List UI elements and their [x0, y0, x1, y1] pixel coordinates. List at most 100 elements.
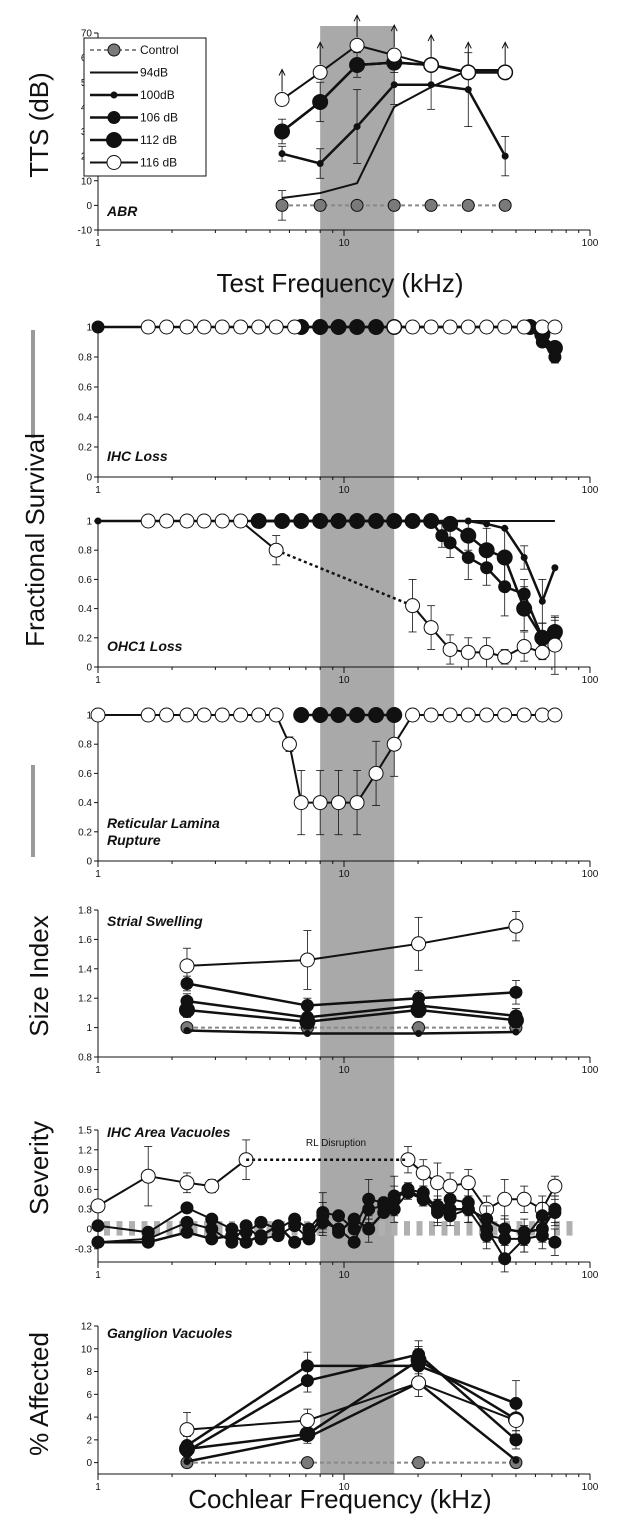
ganglion-d112-line: [186, 1358, 517, 1451]
ihc-d116-point-14: [479, 319, 495, 335]
rl-d116-point-6: [233, 707, 249, 723]
ihcv-d106-point-17: [416, 1192, 430, 1206]
ihc-d116-point-9: [386, 319, 402, 335]
ganglion-xtick-label-100: 100: [582, 1482, 599, 1493]
strial-xtick-label-100: 100: [582, 1065, 599, 1076]
abr-control-point-3: [387, 198, 401, 212]
rl-d116-point-20: [479, 707, 495, 723]
ihcv-d106-point-25: [548, 1202, 562, 1216]
ihc-d116-point-2: [179, 319, 195, 335]
strial-ytick-label-3: 1.4: [78, 964, 92, 975]
ihcv-d106-point-2: [180, 1225, 194, 1239]
ganglion-ytick-label-5: 10: [81, 1344, 93, 1355]
rl-xtick-label-100: 100: [582, 869, 599, 880]
abr-ytick-label-2: 10: [81, 176, 93, 187]
abr-legend-marker-d100: [110, 91, 118, 99]
rl-d116-point-12: [331, 795, 347, 811]
ihc-d116-point-1: [159, 319, 175, 335]
abr-control-point-0: [275, 198, 289, 212]
ohc1-ytick-label-2: 0.4: [78, 604, 92, 615]
abr-d100-point-2: [353, 123, 361, 131]
ohc1-d116-point-9: [442, 641, 458, 657]
ganglion-d106b-point-1: [300, 1374, 314, 1388]
ihcv-d112a-point-0: [91, 1219, 105, 1233]
rl-d116-point-19: [460, 707, 476, 723]
rl-d116-point-7: [251, 707, 267, 723]
ohc1-d100-point-0: [94, 517, 102, 525]
ihc-d116-point-18: [547, 319, 563, 335]
rl-d112-point-1: [312, 707, 329, 723]
ihcv-d106-point-5: [239, 1235, 253, 1249]
abr-d116-point-6: [497, 64, 513, 80]
ihcv-control-band-stripe: [466, 1221, 473, 1236]
abr-d116-point-3: [386, 47, 402, 63]
abr-ytick-label-8: 70: [81, 29, 93, 40]
strial-d106a-point-3: [509, 985, 523, 999]
ganglion-xtick-label-1: 1: [95, 1482, 101, 1493]
ihc-ytick-label-5: 1: [86, 323, 92, 334]
ohc1-d116-dashed-line: [275, 549, 414, 607]
rl-d116-point-9: [281, 736, 297, 752]
rl-d116-point-3: [179, 707, 195, 723]
ihcv-d106-point-1: [141, 1235, 155, 1249]
ohc1-d116-point-11: [479, 644, 495, 660]
ihcv-d106-point-6: [254, 1229, 268, 1243]
abr-arrow-head-5: [464, 41, 472, 49]
ihcv-d106-point-8: [288, 1235, 302, 1249]
ohc1-ytick-label-3: 0.6: [78, 575, 92, 586]
ohc1-d116-point-2: [179, 513, 195, 529]
abr-legend-label-d116: 116 dB: [140, 156, 177, 170]
strial-d116-point-1: [299, 952, 315, 968]
ihcv-d106-point-22: [498, 1222, 512, 1236]
rl-d116-point-1: [140, 707, 156, 723]
ganglion-d116-line: [186, 1381, 517, 1431]
strial-d112-point-1: [299, 1013, 316, 1030]
rl-xtick-label-10: 10: [338, 869, 350, 880]
rl-d116-point-14: [368, 765, 384, 781]
ihcv-d106-point-15: [387, 1192, 401, 1206]
ihc-ytick-label-1: 0.2: [78, 443, 92, 454]
abr-xlabel: Test Frequency (kHz): [216, 268, 463, 298]
ohc1-d100-point-5: [520, 554, 528, 561]
ihcv-ytick-label-6: 1.5: [78, 1126, 92, 1137]
ihc-d116-point-7: [268, 319, 284, 335]
ohc1-d116-point-12: [497, 649, 513, 665]
ihcv-d106-point-20: [461, 1202, 475, 1216]
abr-control-point-2: [350, 198, 364, 212]
ihcv-d106-point-16: [401, 1182, 415, 1196]
ihc-d112-point-8: [546, 340, 563, 356]
ihcv-control-band-stripe: [216, 1221, 223, 1236]
rl-d112-point-2: [330, 707, 347, 723]
ihcv-control-band-stripe: [329, 1221, 335, 1236]
abr-d100-point-0: [278, 150, 286, 158]
panel-ganglion-vacuoles: 0 2 4 6 8 10 12 1 10 100: [81, 1322, 599, 1494]
abr-d100-point-6: [501, 152, 509, 160]
ganglion-d100-point-0: [183, 1457, 191, 1465]
abr-legend-label-d100: 100dB: [140, 88, 175, 102]
ohc1-d112-point-8: [404, 513, 421, 529]
ohc1-panel-label: OHC1 Loss: [107, 638, 183, 654]
ihcv-ytick-label-5: 1.2: [78, 1145, 92, 1156]
ihcv-d112b-point-8: [288, 1219, 302, 1233]
strial-panel-label: Strial Swelling: [107, 913, 203, 929]
ihcv-d116b-point-9: [547, 1178, 563, 1194]
panel-ohc1-loss: 0 0.2 0.4 0.6 0.8 1 1 10 100: [78, 513, 599, 686]
ihc-d116-point-15: [497, 319, 513, 335]
strial-d116-point-2: [411, 936, 427, 952]
rl-d116-point-15: [386, 736, 402, 752]
ihc-d116-point-8: [287, 319, 303, 335]
ihc-d116-point-0: [140, 319, 156, 335]
ohc1-d112-point-4: [330, 513, 347, 529]
ganglion-d112-point-2: [410, 1352, 427, 1369]
ganglion-control-point-2: [412, 1456, 426, 1470]
panel-ihc-loss: 0 0.2 0.4 0.6 0.8 1 1 10 100: [78, 319, 599, 496]
ohc1-d112-point-13: [496, 549, 513, 566]
strial-d112-point-0: [178, 1001, 195, 1018]
ihcv-d116-point-1: [140, 1168, 156, 1184]
ihcv-d116b-point-2: [430, 1175, 446, 1191]
ohc1-d116-point-7: [405, 598, 421, 614]
strial-ytick-label-4: 1.6: [78, 935, 92, 946]
abr-legend-box: [83, 37, 207, 177]
abr-d100-point-4: [427, 81, 435, 89]
